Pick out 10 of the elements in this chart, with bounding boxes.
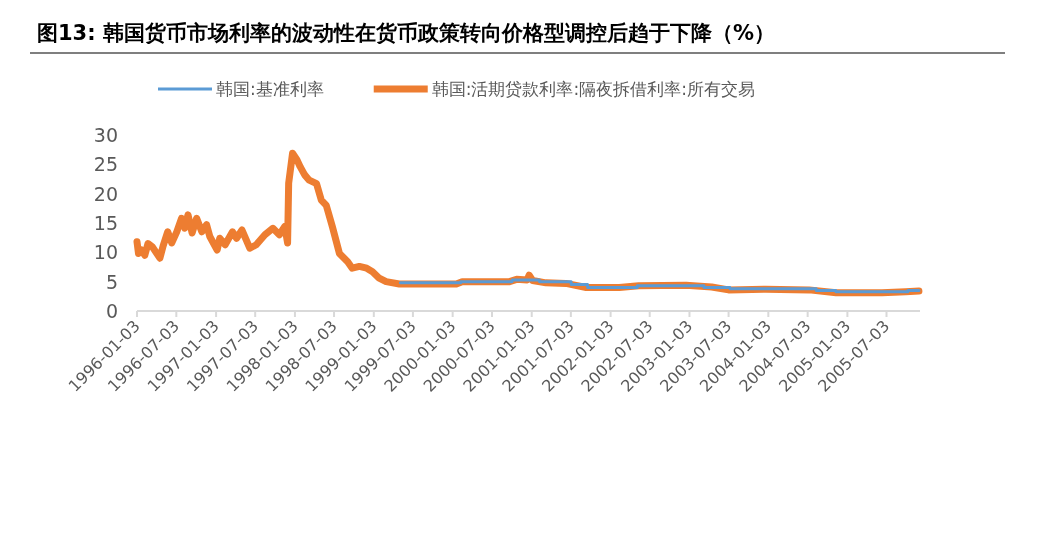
y-tick-label: 25 bbox=[93, 153, 118, 176]
y-tick-label: 0 bbox=[105, 300, 118, 322]
y-tick-label: 20 bbox=[93, 182, 118, 205]
y-tick-label: 10 bbox=[93, 241, 118, 264]
y-tick-label: 15 bbox=[93, 212, 118, 234]
title: 图13: 韩国货币市场利率的波动性在货币政策转向价格型调控后趋于下降（%） bbox=[37, 21, 775, 45]
legend-label: 韩国:基准利率 bbox=[216, 79, 324, 99]
legend-label: 韩国:活期贷款利率:隔夜拆借利率:所有交易 bbox=[431, 79, 755, 99]
y-tick-label: 5 bbox=[105, 270, 118, 293]
y-tick-label: 30 bbox=[93, 124, 118, 146]
